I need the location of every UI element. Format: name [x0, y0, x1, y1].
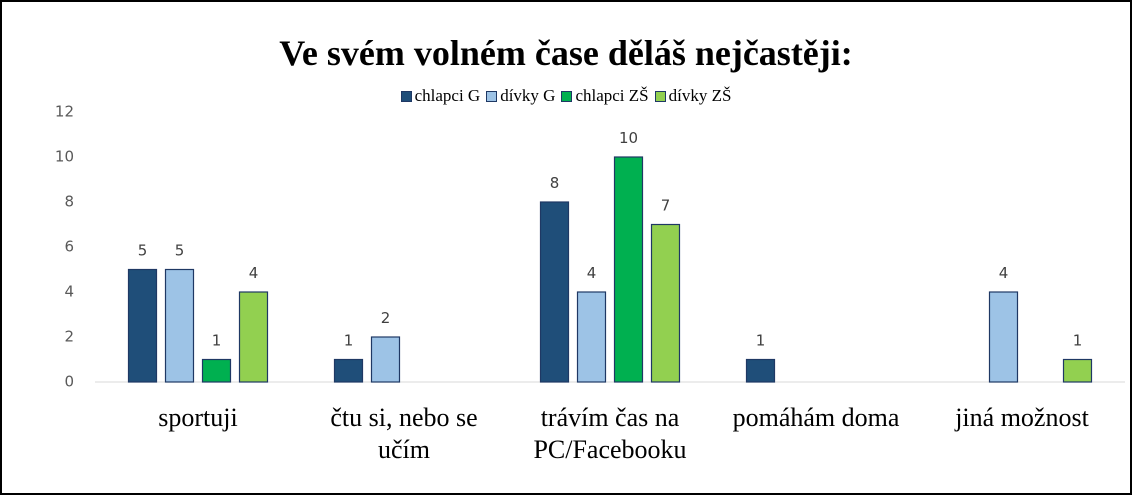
- value-label: 1: [756, 332, 766, 350]
- bar: [201, 358, 232, 383]
- bar: [370, 336, 401, 383]
- y-tick-label: 6: [64, 238, 74, 256]
- bar: [613, 156, 644, 383]
- bar: [127, 268, 158, 383]
- legend-entry: chlapci ZŠ: [561, 86, 649, 106]
- x-tick-label: pomáhám doma: [732, 403, 900, 432]
- y-tick-label: 4: [64, 283, 74, 301]
- legend-label: dívky G: [500, 86, 556, 105]
- legend-swatch: [400, 90, 412, 102]
- legend: chlapci G dívky G chlapci ZŠ dívky ZŠ: [2, 86, 1130, 106]
- chart-title: Ve svém volném čase děláš nejčastěji:: [279, 33, 853, 73]
- bar: [238, 291, 269, 383]
- value-label: 5: [175, 242, 185, 260]
- legend-label: dívky ZŠ: [668, 86, 732, 105]
- value-label: 4: [249, 264, 259, 282]
- legend-swatch: [654, 90, 666, 102]
- legend-swatch: [486, 90, 498, 102]
- legend-label: chlapci ZŠ: [575, 86, 649, 105]
- bar: [745, 358, 776, 383]
- bar: [333, 358, 364, 383]
- bar: [988, 291, 1019, 383]
- bar: [650, 223, 681, 383]
- value-label: 4: [999, 264, 1009, 282]
- y-tick-label: 2: [64, 328, 74, 346]
- value-label: 1: [212, 332, 222, 350]
- bar: [164, 268, 195, 383]
- x-tick-label: jiná možnost: [955, 403, 1089, 432]
- value-label: 10: [619, 129, 638, 147]
- y-tick-label: 0: [64, 373, 74, 391]
- legend-label: chlapci G: [414, 86, 481, 105]
- value-label: 1: [1073, 332, 1083, 350]
- x-tick-label: sportuji: [158, 403, 238, 432]
- value-label: 1: [344, 332, 354, 350]
- y-tick-label: 8: [64, 193, 74, 211]
- value-label: 5: [138, 242, 148, 260]
- bar: [576, 291, 607, 383]
- legend-entry: chlapci G: [400, 86, 481, 106]
- value-label: 8: [550, 174, 560, 192]
- x-tick-label: čtu si, nebo se učím: [330, 403, 478, 464]
- legend-entry: dívky ZŠ: [654, 86, 732, 106]
- y-tick-label: 12: [55, 103, 74, 121]
- x-tick-label: trávím čas na PC/Facebooku: [533, 403, 687, 464]
- legend-swatch: [561, 90, 573, 102]
- legend-entry: dívky G: [486, 86, 555, 106]
- value-label: 7: [661, 197, 671, 215]
- bar: [1062, 358, 1093, 383]
- value-label: 2: [381, 309, 391, 327]
- value-label: 4: [587, 264, 597, 282]
- y-tick-label: 10: [55, 148, 74, 166]
- bar: [539, 201, 570, 383]
